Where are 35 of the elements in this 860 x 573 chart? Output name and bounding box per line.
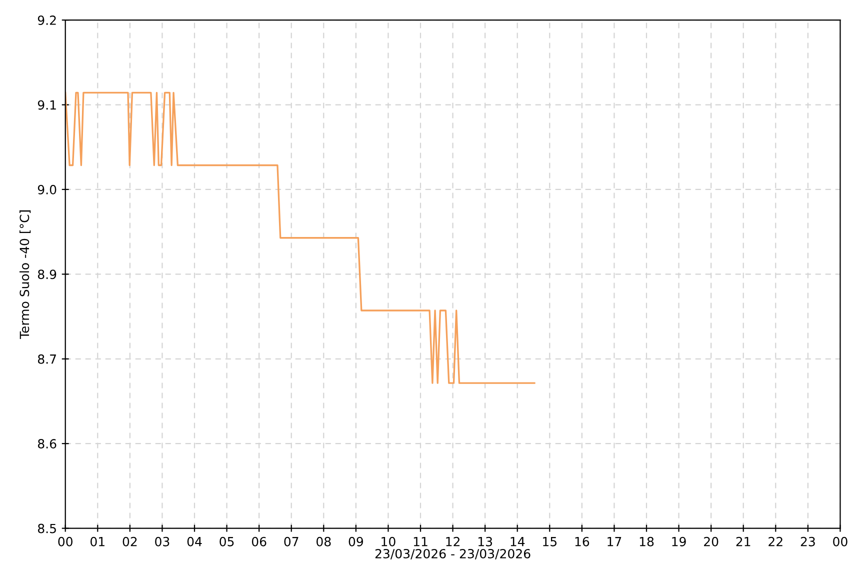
x-tick-label: 02 [122,536,137,546]
y-axis-title: Termo Suolo -40 [°C] [19,210,31,340]
y-tick-label: 8.7 [38,354,56,364]
x-tick-label: 06 [252,536,266,546]
x-tick-label: 00 [833,536,848,546]
x-tick-label: 03 [155,536,170,546]
x-tick-label: 05 [220,536,234,546]
x-tick-label: 01 [90,536,104,546]
y-tick-label: 8.5 [38,524,56,534]
y-tick-label: 8.6 [38,439,56,448]
x-tick-label: 00 [58,536,72,546]
x-tick-label: 22 [768,536,782,546]
x-tick-label: 11 [414,537,428,546]
x-tick-label: 15 [543,537,557,546]
x-tick-label: 13 [478,536,492,546]
x-tick-label: 21 [736,536,750,546]
x-tick-label: 17 [608,537,622,546]
x-tick-label: 12 [446,536,460,546]
x-tick-label: 14 [510,537,525,546]
x-tick-label: 07 [284,536,298,546]
y-tick-label: 9.0 [38,184,56,194]
x-tick-label: 19 [672,536,686,546]
x-tick-label: 20 [704,536,718,546]
x-tick-label: 04 [187,536,202,546]
x-tick-label: 09 [348,536,364,546]
line-series [65,92,536,384]
x-axis-title: 23/03/2026 - 23/03/2026 [375,548,530,560]
x-tick-label: 16 [575,536,590,546]
x-tick-label: 23 [800,536,815,546]
x-tick-label: 10 [382,536,396,546]
x-tick-label: 08 [316,536,331,546]
y-tick-label: 9.2 [38,16,56,25]
x-tick-label: 18 [640,536,654,546]
y-tick-label: 8.9 [38,270,56,280]
y-tick-label: 9.1 [38,100,56,110]
